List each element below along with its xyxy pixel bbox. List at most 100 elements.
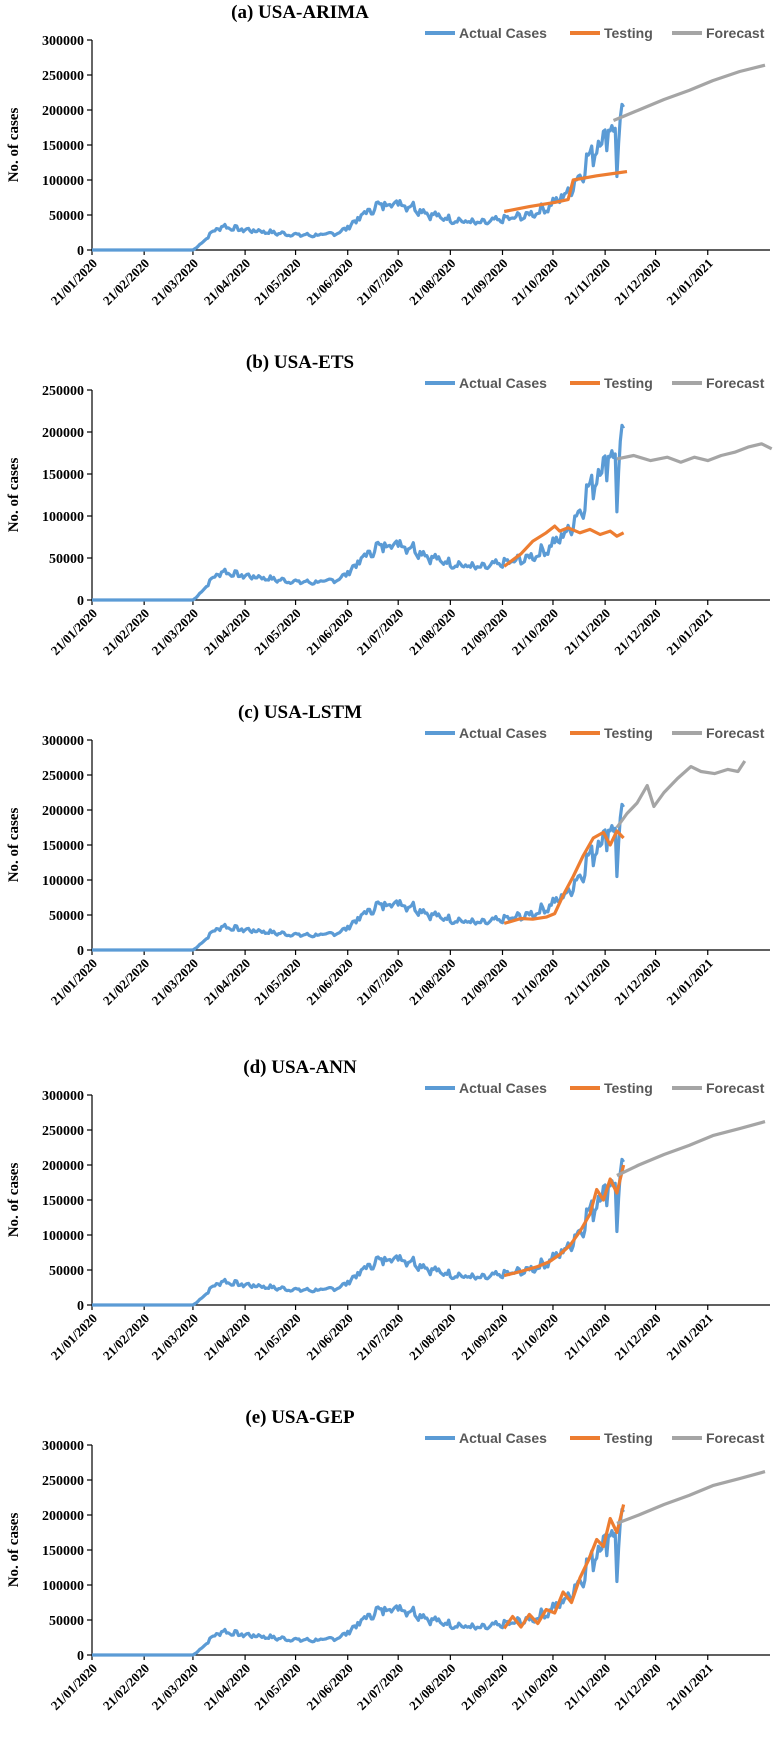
series-line-forecast <box>616 442 773 464</box>
y-tick-label: 150000 <box>42 468 84 483</box>
series-line-testing <box>502 1504 626 1630</box>
y-axis-label: No. of cases <box>6 108 22 183</box>
x-tick-label: 21/06/2020 <box>303 606 355 658</box>
x-tick-label: 21/03/2020 <box>149 606 201 658</box>
series-line-actual <box>92 1157 625 1307</box>
series-line-forecast <box>616 1470 766 1525</box>
x-tick-label: 21/05/2020 <box>251 256 303 308</box>
x-tick-label: 21/11/2020 <box>561 1311 613 1363</box>
x-tick-label: 21/12/2020 <box>611 1661 663 1713</box>
y-tick-label: 150000 <box>42 139 84 154</box>
y-axis-label: No. of cases <box>6 1513 22 1588</box>
x-tick-label: 21/06/2020 <box>303 956 355 1008</box>
x-tick-label: 21/01/2021 <box>663 606 715 658</box>
series-line-actual <box>92 423 626 602</box>
x-tick-label: 21/10/2020 <box>509 1661 561 1713</box>
x-tick-label: 21/01/2021 <box>663 256 715 308</box>
y-tick-label: 0 <box>77 1649 84 1664</box>
x-tick-label: 21/11/2020 <box>561 956 613 1008</box>
x-tick-label: 21/07/2020 <box>354 256 406 308</box>
y-tick-label: 0 <box>77 1299 84 1314</box>
legend: Actual Cases Testing Forecast <box>425 725 765 741</box>
y-tick-label: 100000 <box>42 874 84 889</box>
x-tick-label: 21/08/2020 <box>406 1311 458 1363</box>
chart-panel-d: (d) USA-ANN Actual Cases Testing Forecast No… <box>6 1057 770 1363</box>
y-tick-label: 200000 <box>42 804 84 819</box>
x-tick-label: 21/11/2020 <box>561 606 613 658</box>
chart-panel-a: (a) USA-ARIMA Actual Cases Testing Forecast… <box>6 2 770 308</box>
x-tick-label: 21/10/2020 <box>509 956 561 1008</box>
y-axis-label: No. of cases <box>6 1163 22 1238</box>
y-tick-label: 300000 <box>42 734 84 749</box>
y-tick-label: 250000 <box>42 1124 84 1139</box>
x-tick-label: 21/09/2020 <box>458 256 510 308</box>
series-line-actual <box>92 1507 625 1657</box>
legend-label-1: Testing <box>604 725 653 741</box>
legend-label-2: Forecast <box>706 375 765 391</box>
x-tick-label: 21/08/2020 <box>406 1661 458 1713</box>
x-tick-label: 21/03/2020 <box>149 256 201 308</box>
x-tick-label: 21/12/2020 <box>611 1311 663 1363</box>
y-tick-label: 50000 <box>49 1614 84 1629</box>
x-tick-label: 21/09/2020 <box>458 1661 510 1713</box>
y-tick-label: 250000 <box>42 1474 84 1489</box>
x-tick-label: 21/02/2020 <box>100 256 152 308</box>
series-line-actual <box>92 102 625 252</box>
x-tick-label: 21/03/2020 <box>149 1661 201 1713</box>
x-tick-label: 21/01/2020 <box>48 256 100 308</box>
series-line-actual <box>92 802 625 952</box>
x-tick-label: 21/04/2020 <box>201 256 253 308</box>
x-tick-label: 21/10/2020 <box>509 1311 561 1363</box>
chart-title: (a) USA-ARIMA <box>231 2 369 23</box>
x-tick-label: 21/09/2020 <box>458 956 510 1008</box>
y-tick-label: 50000 <box>49 909 84 924</box>
legend-label-2: Forecast <box>706 725 765 741</box>
legend-label-0: Actual Cases <box>459 725 547 741</box>
x-tick-label: 21/12/2020 <box>611 256 663 308</box>
x-tick-label: 21/05/2020 <box>251 606 303 658</box>
legend: Actual Cases Testing Forecast <box>425 25 765 41</box>
y-tick-label: 150000 <box>42 1194 84 1209</box>
legend-label-0: Actual Cases <box>459 1080 547 1096</box>
x-tick-label: 21/02/2020 <box>100 1311 152 1363</box>
x-tick-label: 21/09/2020 <box>458 606 510 658</box>
chart-title: (d) USA-ANN <box>243 1057 357 1078</box>
y-tick-label: 200000 <box>42 1159 84 1174</box>
x-tick-label: 21/09/2020 <box>458 1311 510 1363</box>
x-tick-label: 21/04/2020 <box>201 956 253 1008</box>
chart-title: (b) USA-ETS <box>246 352 354 373</box>
legend-label-2: Forecast <box>706 25 765 41</box>
series-line-testing <box>503 1164 626 1278</box>
y-tick-label: 100000 <box>42 174 84 189</box>
x-tick-label: 21/05/2020 <box>251 1311 303 1363</box>
legend-label-0: Actual Cases <box>459 25 547 41</box>
y-tick-label: 300000 <box>42 34 84 49</box>
series-line-testing <box>503 829 625 925</box>
y-axis-label: No. of cases <box>6 808 22 883</box>
y-tick-label: 100000 <box>42 1579 84 1594</box>
y-tick-label: 250000 <box>42 384 84 399</box>
chart-panel-c: (c) USA-LSTM Actual Cases Testing Forecast N… <box>6 702 770 1008</box>
chart-panel-e: (e) USA-GEP Actual Cases Testing Forecast No… <box>6 1407 770 1713</box>
x-tick-label: 21/04/2020 <box>201 1311 253 1363</box>
x-tick-label: 21/08/2020 <box>406 956 458 1008</box>
chart-panel-b: (b) USA-ETS Actual Cases Testing Forecast No… <box>6 352 773 658</box>
x-tick-label: 21/10/2020 <box>509 256 561 308</box>
x-tick-label: 21/11/2020 <box>561 1661 613 1713</box>
x-tick-label: 21/06/2020 <box>303 1661 355 1713</box>
legend-label-2: Forecast <box>706 1430 765 1446</box>
x-tick-label: 21/01/2020 <box>48 956 100 1008</box>
y-tick-label: 50000 <box>49 209 84 224</box>
x-tick-label: 21/07/2020 <box>354 1661 406 1713</box>
x-tick-label: 21/12/2020 <box>611 956 663 1008</box>
legend: Actual Cases Testing Forecast <box>425 375 765 391</box>
y-tick-label: 250000 <box>42 69 84 84</box>
x-tick-label: 21/02/2020 <box>100 606 152 658</box>
legend-label-1: Testing <box>604 25 653 41</box>
x-tick-label: 21/12/2020 <box>611 606 663 658</box>
y-axis-label: No. of cases <box>6 458 22 533</box>
x-tick-label: 21/07/2020 <box>354 606 406 658</box>
x-tick-label: 21/01/2021 <box>663 956 715 1008</box>
legend-label-0: Actual Cases <box>459 375 547 391</box>
